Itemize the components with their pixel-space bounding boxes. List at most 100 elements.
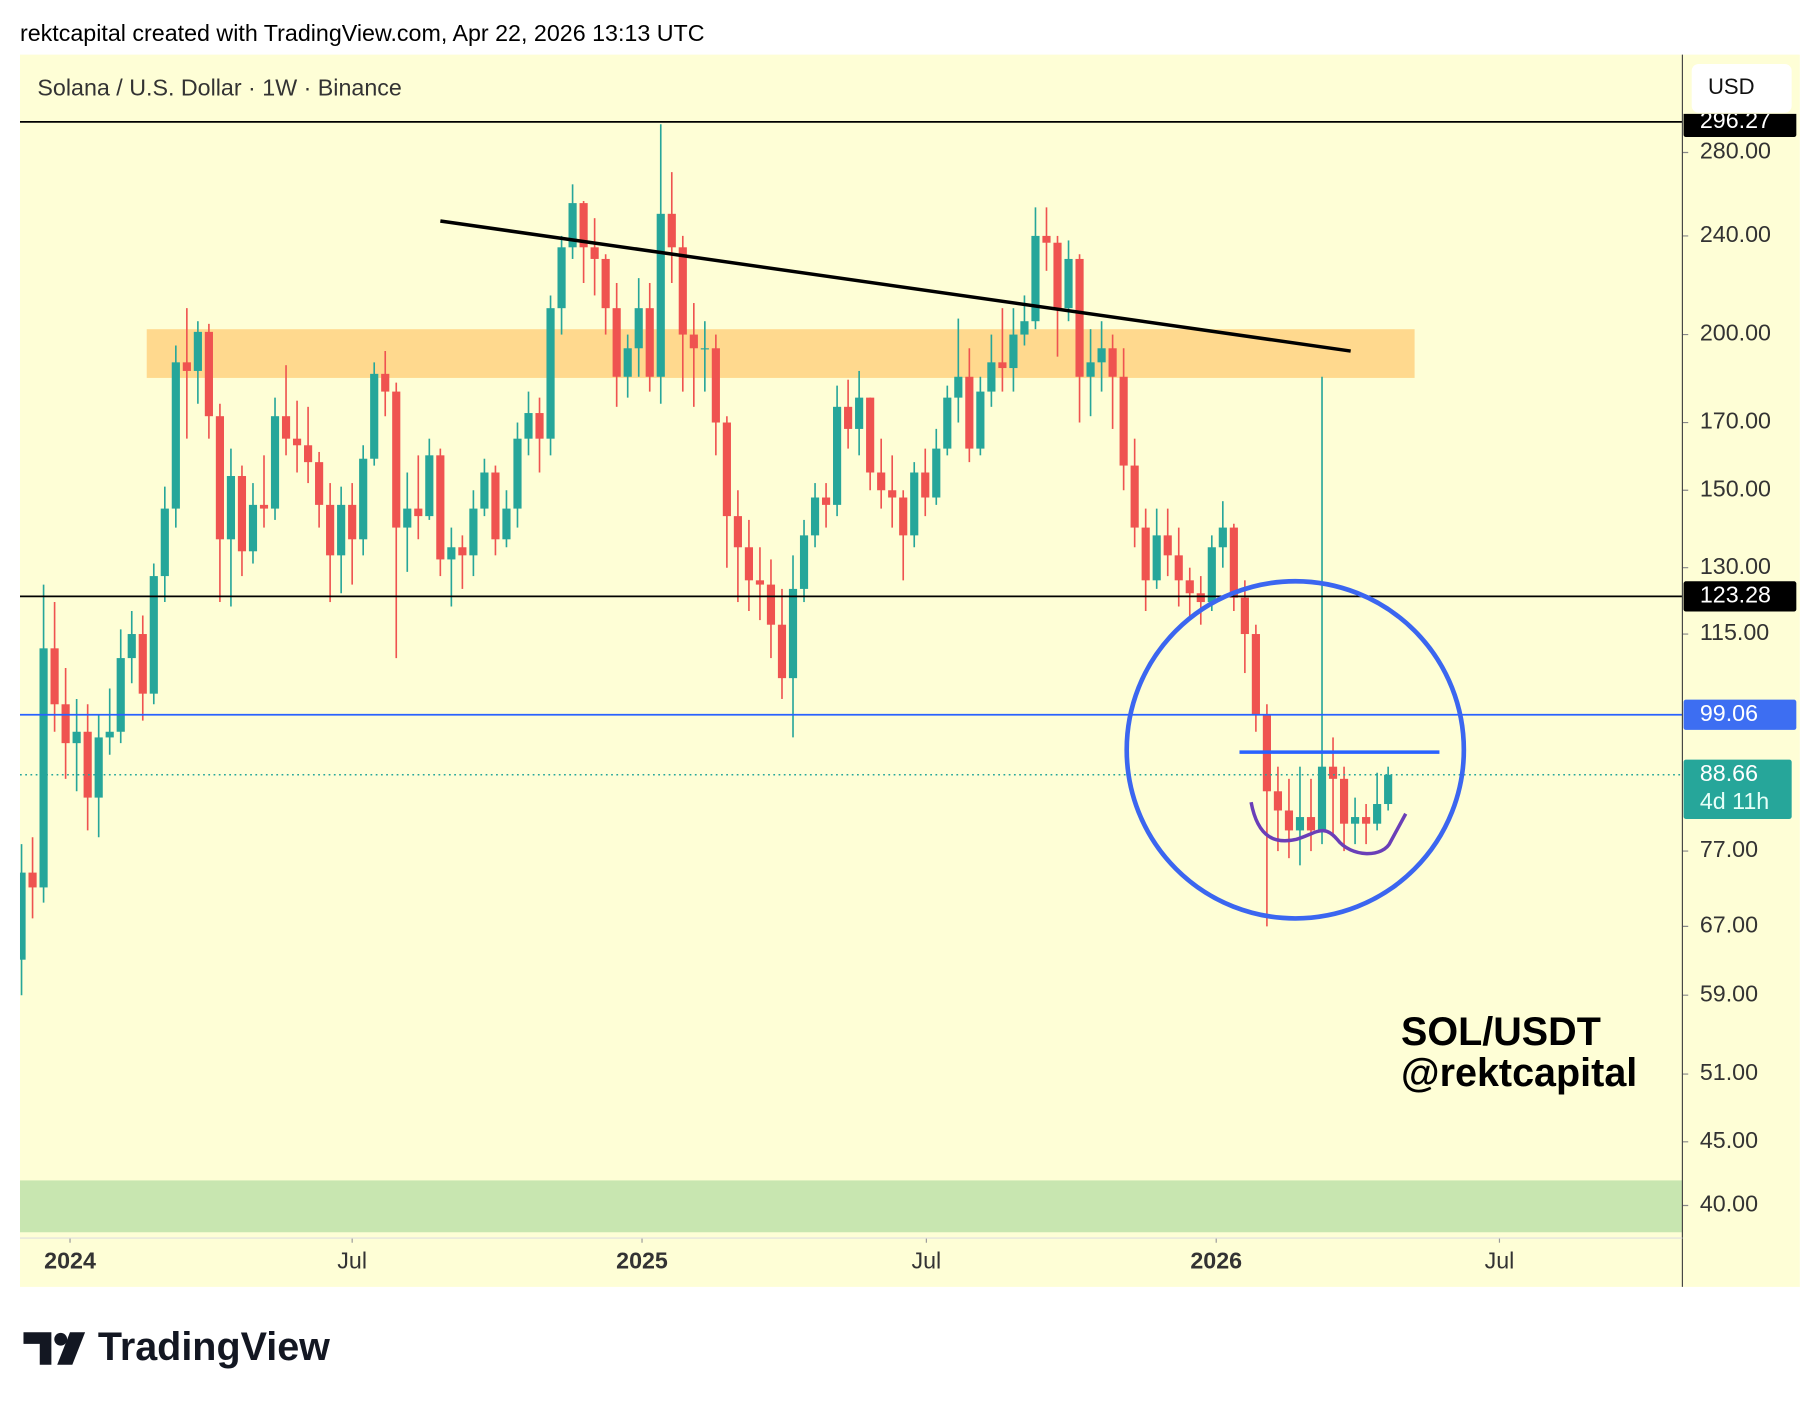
candle-body: [315, 462, 324, 505]
candle-body: [579, 203, 588, 248]
price-axis: 280.00 240.00 200.00 170.00 150.00 130.00 115.…: [1682, 113, 1797, 1217]
candle-body: [116, 658, 125, 732]
candle-body: [1130, 465, 1139, 528]
candle-body: [281, 416, 291, 439]
chart-title: Solana / U.S. Dollar · 1W · Binance: [37, 75, 401, 101]
y-tick-label: 115.00: [1700, 619, 1769, 645]
candle-body: [270, 416, 280, 509]
candle-body: [1273, 791, 1283, 811]
x-tick-label: 2024: [44, 1248, 96, 1274]
candle-body: [998, 362, 1007, 369]
candle-body: [491, 472, 500, 540]
time-axis: 2024 Jul 2025 Jul 2026 Jul: [44, 1238, 1514, 1274]
candle-body: [1328, 766, 1338, 779]
y-tick-label: 200.00: [1700, 320, 1771, 346]
candle-body: [910, 472, 919, 536]
candle-body: [226, 476, 236, 540]
candle-body: [546, 308, 555, 439]
zone: [19, 1180, 1683, 1233]
candle-body: [436, 455, 445, 560]
candle-body: [1351, 817, 1360, 824]
candle-body: [1031, 235, 1040, 322]
candle-body: [1384, 774, 1393, 805]
candle-body: [458, 547, 467, 556]
candle-body: [171, 362, 180, 509]
y-tick-label: 67.00: [1700, 912, 1758, 938]
candle-body: [1317, 766, 1327, 831]
candle-body: [425, 455, 434, 517]
current-price-label: 88.66: [1700, 760, 1758, 786]
candle-body: [292, 438, 302, 446]
candle-body: [337, 504, 346, 556]
candle-body: [766, 584, 776, 625]
candle-body: [359, 458, 368, 540]
y-tick-label: 40.00: [1700, 1191, 1758, 1217]
candle-body: [381, 373, 390, 392]
tradingview-logo: TradingView: [23, 1325, 330, 1369]
candle-body: [855, 397, 864, 429]
candle-body: [976, 391, 985, 449]
candle-body: [447, 547, 456, 560]
candle-body: [326, 504, 335, 556]
candle-body: [888, 490, 897, 498]
candle-body: [19, 872, 26, 960]
x-tick-label: Jul: [337, 1248, 367, 1274]
candle-body: [535, 413, 544, 439]
annotation-author: @rektcapital: [1401, 1051, 1637, 1095]
candle-body: [1086, 362, 1095, 377]
candle-body: [866, 397, 875, 473]
candle-body: [259, 504, 269, 509]
candle-body: [149, 576, 158, 694]
candle-body: [799, 535, 809, 589]
candle-body: [469, 508, 478, 556]
candle-body: [248, 504, 258, 552]
x-tick-label: Jul: [1485, 1248, 1515, 1274]
candle-body: [987, 362, 996, 392]
candle-body: [127, 634, 136, 659]
candle-body: [182, 362, 191, 371]
highlight-circle: [1124, 578, 1467, 921]
candle-body: [1108, 348, 1117, 377]
candle-body: [193, 331, 202, 371]
candle-body: [943, 397, 952, 449]
candle-body: [480, 472, 489, 509]
candle-body: [1284, 810, 1294, 831]
candle-body: [28, 872, 37, 888]
candle-body: [1339, 778, 1349, 824]
candle-body: [414, 508, 423, 517]
candle-body: [590, 247, 599, 259]
candle-body: [733, 516, 742, 548]
level-label: 123.28: [1700, 582, 1771, 608]
zone: [146, 329, 1415, 378]
candle-body: [72, 731, 81, 744]
currency-button[interactable]: [1691, 63, 1792, 113]
candle-body: [557, 247, 566, 309]
y-tick-label: 59.00: [1700, 980, 1758, 1006]
candle-body: [94, 737, 103, 798]
candle-body: [348, 504, 357, 540]
candle-body: [954, 376, 963, 398]
candle-body: [700, 348, 709, 350]
candle-body: [1196, 593, 1205, 603]
level-label-box: [1683, 113, 1797, 138]
candle-body: [1064, 258, 1073, 309]
candle-body: [83, 731, 92, 798]
candle-body: [965, 376, 974, 449]
candle-body: [601, 258, 610, 309]
candle-body: [755, 580, 765, 585]
candle-body: [304, 445, 313, 463]
candle-body: [392, 391, 401, 528]
candle-body: [138, 634, 147, 694]
candle-body: [1163, 535, 1172, 556]
logo-mark: [23, 1332, 52, 1365]
y-tick-label: 130.00: [1700, 553, 1771, 579]
candle-body: [204, 331, 213, 417]
candle-body: [568, 203, 577, 248]
candle-body: [1362, 817, 1371, 824]
candle-body: [821, 497, 831, 505]
candle-body: [645, 308, 654, 377]
candle-body: [1207, 547, 1216, 603]
candle-body: [810, 497, 820, 536]
annotation-pair: SOL/USDT: [1401, 1010, 1601, 1054]
